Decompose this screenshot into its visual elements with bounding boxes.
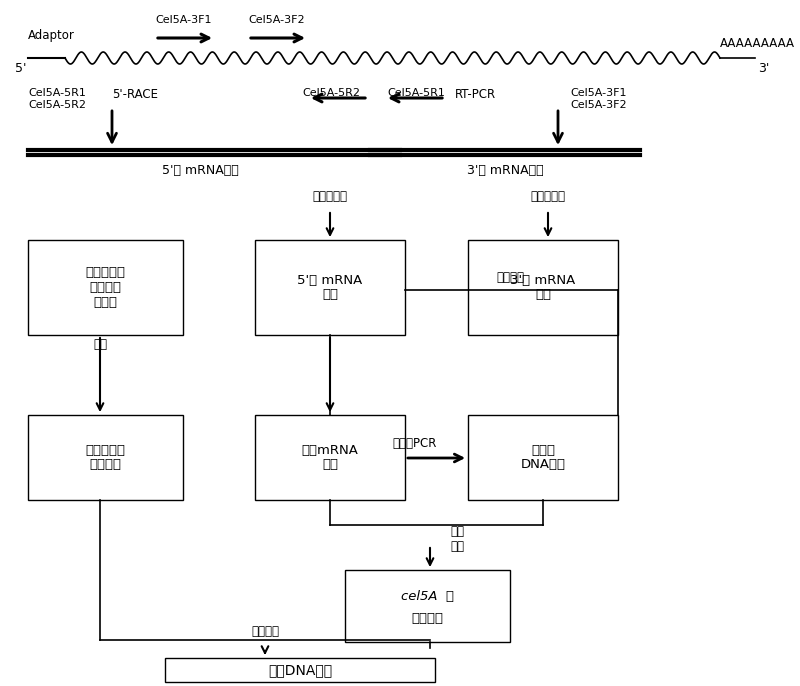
- Text: Cel5A-3F2: Cel5A-3F2: [570, 100, 626, 110]
- Text: 编码区两侧
调控序列
的克隆: 编码区两侧 调控序列 的克隆: [86, 266, 126, 309]
- Text: 含子序列: 含子序列: [411, 611, 443, 624]
- Text: Cel5A-5R2: Cel5A-5R2: [28, 100, 86, 110]
- FancyBboxPatch shape: [165, 658, 435, 682]
- FancyBboxPatch shape: [255, 415, 405, 500]
- Text: 5'-RACE: 5'-RACE: [112, 88, 158, 101]
- Text: RT-PCR: RT-PCR: [455, 88, 496, 101]
- Text: 克隆及测序: 克隆及测序: [530, 190, 566, 203]
- Text: 5'端 mRNA片段: 5'端 mRNA片段: [162, 164, 238, 177]
- Text: Cel5A-5R1: Cel5A-5R1: [387, 88, 445, 98]
- Text: 3'端 mRNA
序列: 3'端 mRNA 序列: [510, 274, 576, 302]
- Text: Cel5A-5R1: Cel5A-5R1: [28, 88, 86, 98]
- Text: Cel5A-3F1: Cel5A-3F1: [155, 15, 211, 25]
- FancyBboxPatch shape: [468, 415, 618, 500]
- FancyBboxPatch shape: [28, 240, 183, 335]
- Text: Cel5A-3F1: Cel5A-3F1: [570, 88, 626, 98]
- Text: 编码区两侧
调控序列: 编码区两侧 调控序列: [86, 444, 126, 471]
- Text: cel5A  内: cel5A 内: [401, 589, 454, 602]
- Text: 3'端 mRNA片段: 3'端 mRNA片段: [466, 164, 543, 177]
- FancyBboxPatch shape: [345, 570, 510, 642]
- Text: 测序: 测序: [93, 338, 107, 351]
- Text: 序列
比对: 序列 比对: [450, 525, 464, 553]
- Text: AAAAAAAAA: AAAAAAAAA: [720, 37, 795, 50]
- Text: 编码区
DNA序列: 编码区 DNA序列: [521, 444, 566, 471]
- FancyBboxPatch shape: [255, 240, 405, 335]
- FancyBboxPatch shape: [468, 240, 618, 335]
- Text: Cel5A-3F2: Cel5A-3F2: [248, 15, 305, 25]
- Text: 克隆及测序: 克隆及测序: [313, 190, 347, 203]
- Text: 基因组PCR: 基因组PCR: [393, 437, 437, 450]
- Text: 序列拼接: 序列拼接: [496, 271, 524, 284]
- FancyBboxPatch shape: [28, 415, 183, 500]
- Text: 序列拼接: 序列拼接: [251, 625, 279, 638]
- Text: Adaptor: Adaptor: [28, 29, 75, 42]
- Text: 5'端 mRNA
序列: 5'端 mRNA 序列: [298, 274, 362, 302]
- Text: 5': 5': [15, 62, 26, 75]
- Text: 完整DNA序列: 完整DNA序列: [268, 663, 332, 677]
- Text: 完整mRNA
序列: 完整mRNA 序列: [302, 444, 358, 471]
- Text: 3': 3': [758, 62, 770, 75]
- Text: Cel5A-5R2: Cel5A-5R2: [302, 88, 360, 98]
